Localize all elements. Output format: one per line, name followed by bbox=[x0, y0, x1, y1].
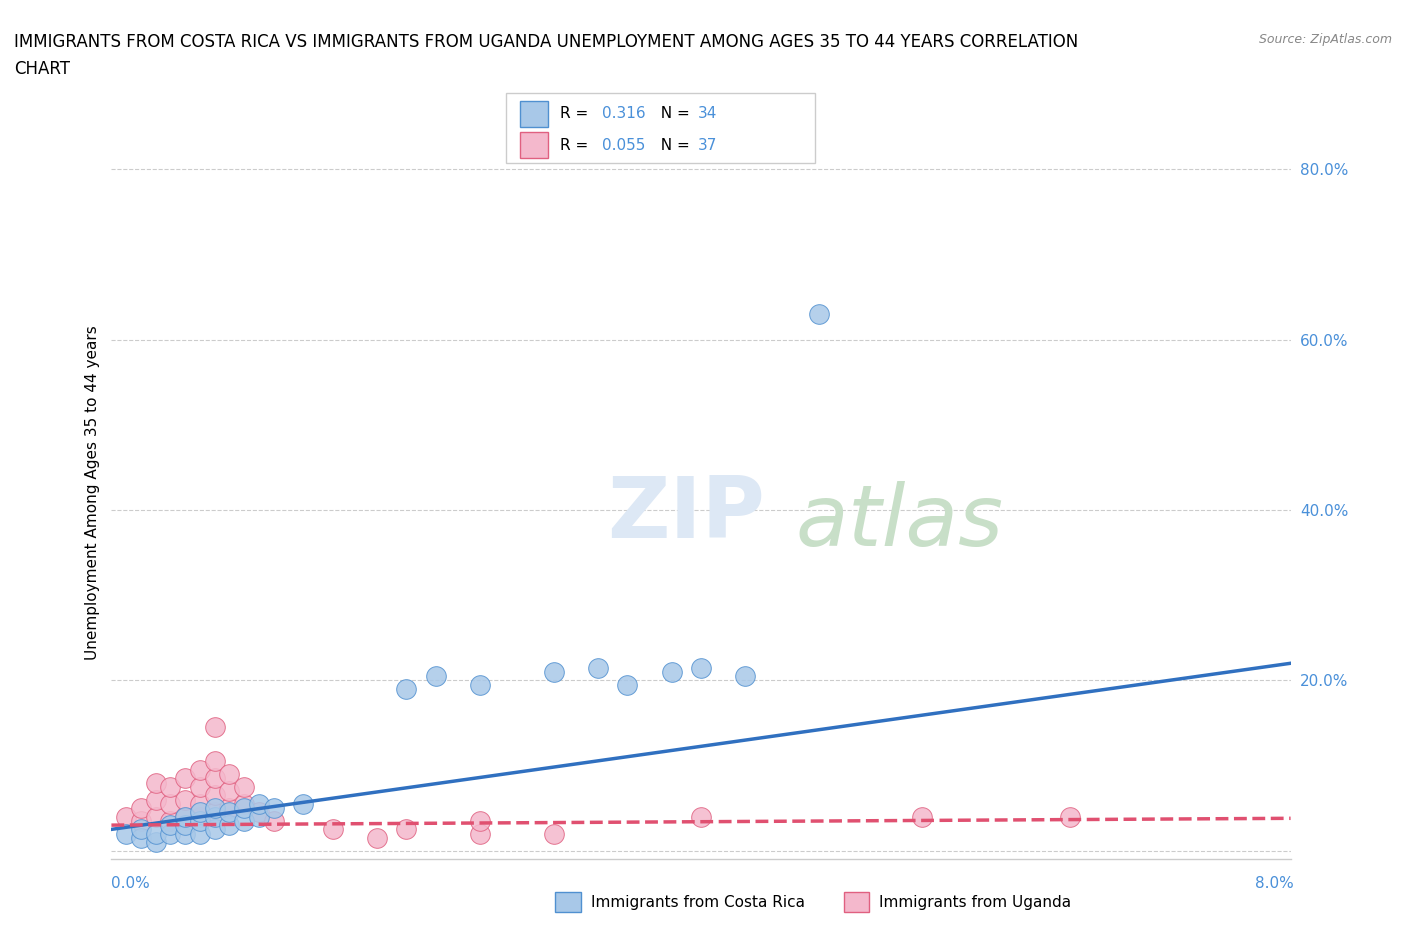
Point bbox=[159, 796, 181, 811]
Text: CHART: CHART bbox=[14, 60, 70, 78]
Point bbox=[204, 809, 226, 824]
Point bbox=[468, 826, 491, 841]
Point bbox=[204, 822, 226, 837]
Point bbox=[174, 826, 197, 841]
Text: N =: N = bbox=[651, 106, 695, 122]
Point bbox=[425, 669, 447, 684]
Point bbox=[188, 796, 211, 811]
Point bbox=[218, 804, 240, 819]
Point bbox=[586, 660, 609, 675]
Point bbox=[145, 826, 167, 841]
Text: atlas: atlas bbox=[796, 481, 1004, 564]
Point bbox=[115, 809, 138, 824]
Point bbox=[233, 779, 256, 794]
Point bbox=[263, 801, 285, 816]
Point bbox=[218, 801, 240, 816]
Point bbox=[174, 809, 197, 824]
Point bbox=[159, 779, 181, 794]
Point bbox=[174, 792, 197, 807]
Point bbox=[911, 809, 934, 824]
Point bbox=[174, 809, 197, 824]
Text: 34: 34 bbox=[697, 106, 717, 122]
Point bbox=[468, 677, 491, 692]
Point bbox=[543, 664, 565, 679]
Point bbox=[174, 771, 197, 786]
Point bbox=[543, 826, 565, 841]
Point bbox=[204, 801, 226, 816]
Point bbox=[129, 801, 152, 816]
Point bbox=[159, 826, 181, 841]
Point bbox=[468, 814, 491, 829]
Text: IMMIGRANTS FROM COSTA RICA VS IMMIGRANTS FROM UGANDA UNEMPLOYMENT AMONG AGES 35 : IMMIGRANTS FROM COSTA RICA VS IMMIGRANTS… bbox=[14, 33, 1078, 50]
Point bbox=[218, 817, 240, 832]
Point bbox=[395, 822, 418, 837]
Text: 37: 37 bbox=[697, 138, 717, 153]
Point bbox=[145, 775, 167, 790]
Point bbox=[1059, 809, 1081, 824]
Text: 0.055: 0.055 bbox=[602, 138, 645, 153]
Text: R =: R = bbox=[560, 138, 593, 153]
Point bbox=[661, 664, 683, 679]
Point bbox=[247, 809, 270, 824]
Point bbox=[233, 801, 256, 816]
Point bbox=[159, 817, 181, 832]
Point bbox=[129, 822, 152, 837]
Point bbox=[233, 814, 256, 829]
Point bbox=[188, 814, 211, 829]
Text: R =: R = bbox=[560, 106, 593, 122]
Point bbox=[204, 754, 226, 769]
Text: 0.316: 0.316 bbox=[602, 106, 645, 122]
Text: 8.0%: 8.0% bbox=[1254, 876, 1294, 891]
Point bbox=[690, 809, 713, 824]
Point bbox=[115, 826, 138, 841]
Y-axis label: Unemployment Among Ages 35 to 44 years: Unemployment Among Ages 35 to 44 years bbox=[86, 326, 100, 660]
Point bbox=[616, 677, 638, 692]
Point bbox=[807, 307, 830, 322]
Text: N =: N = bbox=[651, 138, 695, 153]
Point bbox=[129, 814, 152, 829]
Point bbox=[734, 669, 756, 684]
Point bbox=[188, 826, 211, 841]
Point bbox=[159, 814, 181, 829]
Text: Source: ZipAtlas.com: Source: ZipAtlas.com bbox=[1258, 33, 1392, 46]
Point bbox=[145, 809, 167, 824]
Point bbox=[247, 796, 270, 811]
Point bbox=[174, 817, 197, 832]
Point bbox=[263, 814, 285, 829]
Point bbox=[292, 796, 315, 811]
Point bbox=[366, 830, 388, 845]
Point bbox=[218, 784, 240, 799]
Point bbox=[321, 822, 343, 837]
Point bbox=[204, 771, 226, 786]
Text: Immigrants from Uganda: Immigrants from Uganda bbox=[879, 895, 1071, 910]
Point bbox=[204, 720, 226, 735]
Point bbox=[188, 763, 211, 777]
Point bbox=[188, 779, 211, 794]
Point bbox=[204, 804, 226, 819]
Text: Immigrants from Costa Rica: Immigrants from Costa Rica bbox=[591, 895, 804, 910]
Point bbox=[188, 809, 211, 824]
Point bbox=[204, 788, 226, 803]
Text: ZIP: ZIP bbox=[606, 473, 765, 556]
Point bbox=[690, 660, 713, 675]
Text: 0.0%: 0.0% bbox=[111, 876, 150, 891]
Point bbox=[218, 766, 240, 781]
Point bbox=[145, 792, 167, 807]
Point bbox=[233, 796, 256, 811]
Point bbox=[395, 682, 418, 697]
Point bbox=[247, 804, 270, 819]
Point bbox=[129, 830, 152, 845]
Point bbox=[145, 835, 167, 850]
Point bbox=[188, 804, 211, 819]
